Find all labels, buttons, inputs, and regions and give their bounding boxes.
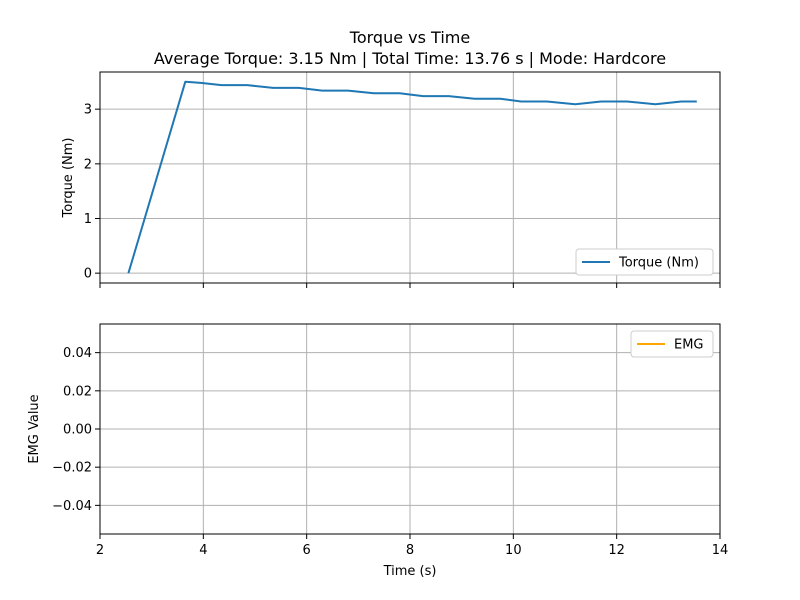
- y-tick-label: −0.04: [52, 499, 92, 514]
- y-axis-label: Torque (Nm): [61, 138, 76, 219]
- y-tick-label: 3: [84, 103, 92, 118]
- legend-label: EMG: [674, 338, 704, 353]
- y-tick-label: 0.02: [63, 384, 92, 399]
- y-tick-label: 0.04: [63, 346, 92, 361]
- y-tick-label: 1: [84, 212, 92, 227]
- x-tick-label: 10: [505, 543, 522, 558]
- series-line: [127, 80, 697, 274]
- x-tick-label: 4: [199, 543, 207, 558]
- legend: Torque (Nm): [575, 248, 714, 276]
- legend-box: [630, 330, 714, 358]
- x-tick-label: 8: [406, 543, 414, 558]
- x-tick-label: 12: [608, 543, 625, 558]
- x-tick-label: 6: [303, 543, 311, 558]
- y-tick-label: −0.02: [52, 461, 92, 476]
- y-tick-label: 0.00: [63, 423, 92, 438]
- x-tick-label: 14: [712, 543, 729, 558]
- torque-panel: 0 1 2 3 Torque (Nm) Torque (Nm): [61, 71, 721, 288]
- legend-box: [575, 248, 714, 276]
- emg-panel: 2 4 6 8 10 12 14 −0.04 −0.02 0.00 0.02 0.04 EMG Valu…: [27, 323, 729, 579]
- chart-subtitle: Average Torque: 3.15 Nm | Total Time: 13…: [154, 49, 666, 68]
- y-tick-label: 2: [84, 157, 92, 172]
- legend: EMG: [630, 330, 714, 358]
- y-axis-label: EMG Value: [27, 394, 42, 463]
- x-tick-label: 2: [96, 543, 104, 558]
- legend-label: Torque (Nm): [618, 256, 699, 271]
- x-axis-label: Time (s): [383, 564, 437, 579]
- y-tick-label: 0: [84, 267, 92, 282]
- chart-title: Torque vs Time: [349, 28, 470, 47]
